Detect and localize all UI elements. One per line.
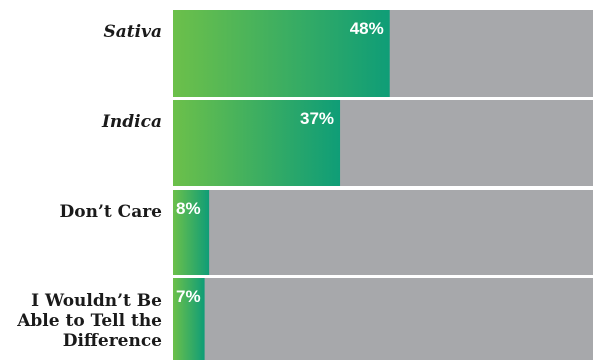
bar — [173, 100, 341, 186]
bar — [173, 278, 205, 360]
bar-value-label: 8% — [176, 199, 201, 218]
bar — [173, 190, 210, 275]
bar-value-label: 48% — [350, 19, 384, 38]
bar — [173, 10, 390, 97]
bar-value-label: 7% — [176, 287, 201, 306]
category-label: Able to Tell the — [16, 311, 162, 331]
bar-row: 48% Sativa — [104, 10, 593, 97]
bar-row: 37% Indica — [101, 100, 593, 186]
category-label: Indica — [101, 112, 162, 132]
bar-row: 8% Don’t Care — [60, 190, 593, 275]
top-divider — [0, 0, 593, 6]
category-label: Difference — [63, 331, 162, 351]
category-label: Sativa — [104, 22, 163, 42]
bar-track — [173, 278, 593, 360]
bar-value-label: 37% — [300, 109, 334, 128]
category-label: I Wouldn’t Be — [31, 291, 162, 311]
category-label: Don’t Care — [60, 202, 163, 222]
bar-track — [173, 190, 593, 275]
